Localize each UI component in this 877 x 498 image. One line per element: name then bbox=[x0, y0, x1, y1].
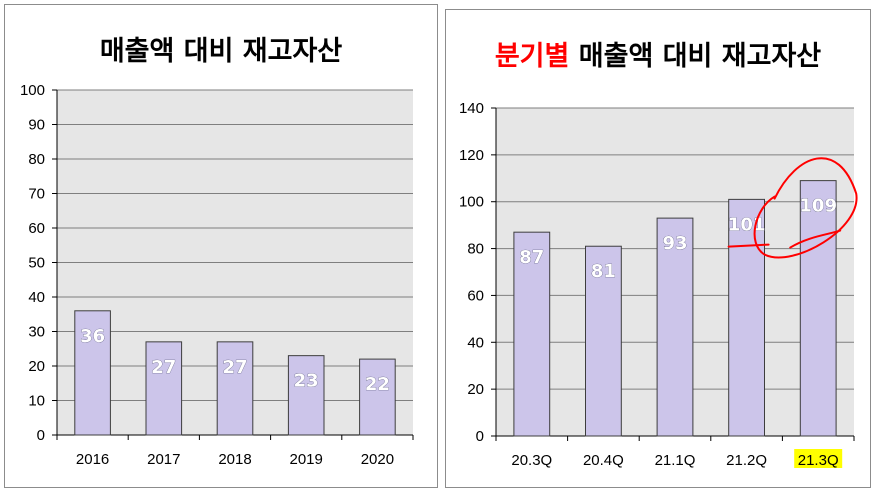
x-tick-label: 20.4Q bbox=[583, 452, 624, 469]
chart-panel-annual: 매출액 대비 재고자산 0 10 20 30 40 50 60 70 80 90 100 36 2016… bbox=[4, 4, 438, 488]
annotation-underline bbox=[727, 243, 770, 248]
data-label: 81 bbox=[591, 261, 616, 282]
x-tick-label: 2020 bbox=[361, 451, 394, 468]
y-tick-label: 70 bbox=[28, 186, 45, 203]
y-tick-label: 140 bbox=[459, 100, 484, 117]
y-tick-label: 100 bbox=[459, 194, 484, 211]
y-tick-label: 30 bbox=[28, 324, 45, 341]
bar bbox=[216, 341, 254, 436]
y-tick-label: 40 bbox=[467, 334, 484, 351]
bar bbox=[145, 341, 183, 436]
y-tick-label: 50 bbox=[28, 255, 45, 272]
y-tick-label: 0 bbox=[476, 428, 484, 445]
data-label: 87 bbox=[519, 247, 544, 268]
bar bbox=[799, 180, 837, 437]
bar bbox=[513, 231, 551, 437]
bar bbox=[74, 310, 111, 436]
x-tick-label: 21.1Q bbox=[655, 452, 696, 469]
y-tick-label: 20 bbox=[467, 381, 484, 398]
bar bbox=[656, 217, 694, 437]
data-label: 93 bbox=[662, 233, 687, 254]
data-label: 27 bbox=[222, 357, 247, 378]
x-tick-label: 2019 bbox=[290, 451, 323, 468]
data-label: 22 bbox=[365, 374, 390, 395]
y-tick-label: 40 bbox=[28, 289, 45, 306]
data-label: 109 bbox=[799, 196, 837, 217]
data-label: 27 bbox=[151, 357, 176, 378]
x-tick-label: 2018 bbox=[218, 451, 251, 468]
bar bbox=[359, 358, 396, 436]
y-tick-label: 10 bbox=[28, 393, 45, 410]
y-tick-label: 80 bbox=[28, 151, 45, 168]
chart-title: 분기별 매출액 대비 재고자산 bbox=[446, 34, 870, 73]
x-tick-label: 21.3Q bbox=[798, 452, 839, 469]
y-tick-label: 20 bbox=[28, 358, 45, 375]
y-tick-label: 90 bbox=[28, 117, 45, 134]
y-tick-label: 60 bbox=[28, 220, 45, 237]
annotation-circle bbox=[753, 157, 858, 259]
bar bbox=[287, 355, 325, 436]
data-label: 101 bbox=[728, 214, 766, 235]
bar bbox=[728, 198, 766, 437]
y-tick-label: 120 bbox=[459, 147, 484, 164]
x-tick-label: 2016 bbox=[76, 451, 109, 468]
chart-title-main: 매출액 대비 재고자산 bbox=[578, 41, 822, 72]
chart-title: 매출액 대비 재고자산 bbox=[99, 36, 343, 67]
y-tick-label: 100 bbox=[20, 82, 45, 99]
y-tick-label: 80 bbox=[467, 241, 484, 258]
chart-title-accent: 분기별 bbox=[494, 41, 570, 72]
data-label: 36 bbox=[80, 326, 105, 347]
y-tick-label: 0 bbox=[37, 427, 45, 444]
annual-bar-chart: 0 10 20 30 40 50 60 70 80 90 100 36 2016 27 2017 27 2018… bbox=[20, 82, 414, 468]
x-tick-label: 2017 bbox=[147, 451, 180, 468]
quarterly-bar-chart: 0 20 40 60 80 100 120 140 87 20.3Q 81 20.4Q 93 21.1Q 1… bbox=[459, 100, 858, 469]
data-label: 23 bbox=[294, 371, 319, 392]
chart-panel-quarterly: 분기별 매출액 대비 재고자산 0 20 40 60 80 100 120 140 87 20.3… bbox=[445, 9, 871, 488]
category-highlight bbox=[794, 449, 843, 468]
x-tick-label: 20.3Q bbox=[511, 452, 552, 469]
y-tick-label: 60 bbox=[467, 287, 484, 304]
bar bbox=[585, 245, 622, 437]
x-tick-label: 21.2Q bbox=[726, 452, 767, 469]
